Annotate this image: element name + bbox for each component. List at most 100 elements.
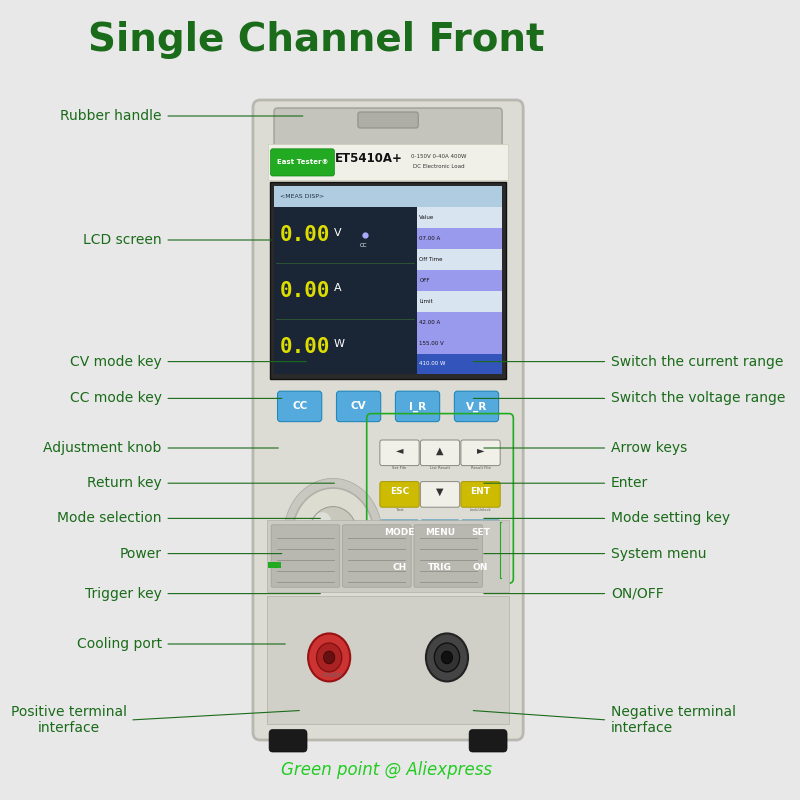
FancyBboxPatch shape bbox=[278, 391, 322, 422]
Text: Result File: Result File bbox=[470, 466, 490, 470]
Text: Cooling port: Cooling port bbox=[77, 637, 162, 651]
Text: Adjustment knob: Adjustment knob bbox=[43, 441, 162, 455]
FancyBboxPatch shape bbox=[380, 440, 419, 466]
Bar bbox=[269, 562, 281, 568]
Text: SET: SET bbox=[471, 528, 490, 538]
FancyBboxPatch shape bbox=[420, 520, 460, 546]
Text: Switch the current range: Switch the current range bbox=[611, 354, 783, 369]
Text: Negative terminal
interface: Negative terminal interface bbox=[611, 705, 736, 735]
FancyBboxPatch shape bbox=[342, 525, 411, 587]
Text: A: A bbox=[334, 283, 342, 294]
Bar bbox=[417, 354, 502, 374]
Text: Test: Test bbox=[396, 509, 403, 512]
Text: 410.00 W: 410.00 W bbox=[419, 362, 446, 366]
Text: ET5410A+: ET5410A+ bbox=[335, 152, 402, 165]
Text: Positive terminal
interface: Positive terminal interface bbox=[10, 705, 126, 735]
Text: POWER: POWER bbox=[323, 673, 343, 678]
Circle shape bbox=[309, 506, 358, 562]
Text: Limit: Limit bbox=[419, 298, 433, 304]
FancyBboxPatch shape bbox=[395, 391, 440, 422]
Text: MODE: MODE bbox=[384, 528, 414, 538]
Circle shape bbox=[442, 651, 453, 664]
FancyBboxPatch shape bbox=[380, 555, 419, 581]
FancyBboxPatch shape bbox=[380, 520, 419, 546]
Bar bbox=[417, 270, 502, 291]
Circle shape bbox=[292, 488, 374, 581]
Bar bbox=[274, 186, 502, 374]
Circle shape bbox=[284, 478, 382, 590]
FancyBboxPatch shape bbox=[420, 482, 460, 507]
Text: <MEAS DISP>: <MEAS DISP> bbox=[280, 194, 324, 199]
Bar bbox=[274, 186, 502, 207]
Circle shape bbox=[434, 643, 460, 672]
Text: Set File: Set File bbox=[392, 466, 406, 470]
Bar bbox=[267, 596, 509, 724]
Text: Trigger key: Trigger key bbox=[85, 586, 162, 601]
Text: ▲: ▲ bbox=[436, 446, 444, 455]
Text: Switch the voltage range: Switch the voltage range bbox=[611, 391, 786, 406]
Text: ENT: ENT bbox=[470, 487, 490, 497]
Text: ►: ► bbox=[477, 446, 484, 455]
Text: System menu: System menu bbox=[611, 546, 706, 561]
Text: MENU: MENU bbox=[425, 528, 455, 538]
Circle shape bbox=[308, 634, 350, 682]
Text: CC mode key: CC mode key bbox=[70, 391, 162, 406]
Circle shape bbox=[314, 618, 353, 663]
Text: Value: Value bbox=[419, 215, 434, 220]
Text: ON: ON bbox=[473, 563, 488, 573]
Circle shape bbox=[317, 643, 342, 672]
Text: 42.00 A: 42.00 A bbox=[419, 320, 441, 325]
Text: Return key: Return key bbox=[87, 476, 162, 490]
FancyBboxPatch shape bbox=[461, 520, 500, 546]
Text: ON/OFF: ON/OFF bbox=[611, 586, 664, 601]
Circle shape bbox=[314, 512, 331, 533]
FancyBboxPatch shape bbox=[271, 525, 340, 587]
Text: ESC: ESC bbox=[390, 487, 409, 497]
Circle shape bbox=[426, 634, 468, 682]
FancyBboxPatch shape bbox=[269, 730, 307, 752]
Text: 155.00 V: 155.00 V bbox=[419, 341, 444, 346]
Bar bbox=[417, 333, 502, 354]
Text: Enter: Enter bbox=[611, 476, 648, 490]
Bar bbox=[417, 312, 502, 333]
FancyBboxPatch shape bbox=[274, 108, 502, 146]
FancyBboxPatch shape bbox=[380, 482, 419, 507]
FancyBboxPatch shape bbox=[414, 525, 482, 587]
Text: Arrow keys: Arrow keys bbox=[611, 441, 687, 455]
Text: Rubber handle: Rubber handle bbox=[60, 109, 162, 123]
FancyBboxPatch shape bbox=[270, 149, 334, 176]
FancyBboxPatch shape bbox=[454, 391, 498, 422]
FancyBboxPatch shape bbox=[461, 555, 500, 581]
Bar bbox=[270, 182, 506, 379]
Text: I_R: I_R bbox=[409, 402, 426, 411]
Bar bbox=[267, 520, 509, 592]
FancyBboxPatch shape bbox=[461, 482, 500, 507]
FancyBboxPatch shape bbox=[358, 112, 418, 128]
Text: TRIG: TRIG bbox=[428, 563, 452, 573]
FancyBboxPatch shape bbox=[469, 730, 507, 752]
Text: CC: CC bbox=[360, 243, 368, 248]
Text: V: V bbox=[334, 228, 342, 238]
FancyBboxPatch shape bbox=[253, 100, 523, 740]
Text: Mode selection: Mode selection bbox=[58, 511, 162, 526]
Text: ◄: ◄ bbox=[396, 446, 403, 455]
Text: CC: CC bbox=[292, 402, 307, 411]
Text: V_R: V_R bbox=[466, 402, 487, 411]
Text: List Result: List Result bbox=[430, 466, 450, 470]
Text: Mode setting key: Mode setting key bbox=[611, 511, 730, 526]
Text: OFF: OFF bbox=[419, 278, 430, 283]
Text: Off Time: Off Time bbox=[419, 257, 443, 262]
Text: Green point @ Aliexpress: Green point @ Aliexpress bbox=[281, 761, 492, 778]
FancyBboxPatch shape bbox=[461, 440, 500, 466]
Text: DC Electronic Load: DC Electronic Load bbox=[413, 164, 465, 169]
Text: 07.00 A: 07.00 A bbox=[419, 236, 441, 241]
Text: 0-150V 0-40A 400W: 0-150V 0-40A 400W bbox=[411, 154, 466, 158]
Text: CV: CV bbox=[350, 402, 366, 411]
Text: Lock/Unlock: Lock/Unlock bbox=[470, 509, 491, 512]
Text: 0.00: 0.00 bbox=[280, 337, 330, 357]
FancyBboxPatch shape bbox=[420, 555, 460, 581]
Bar bbox=[269, 144, 508, 180]
Text: W: W bbox=[334, 339, 345, 349]
Text: ▼: ▼ bbox=[436, 487, 444, 497]
Bar bbox=[417, 207, 502, 374]
